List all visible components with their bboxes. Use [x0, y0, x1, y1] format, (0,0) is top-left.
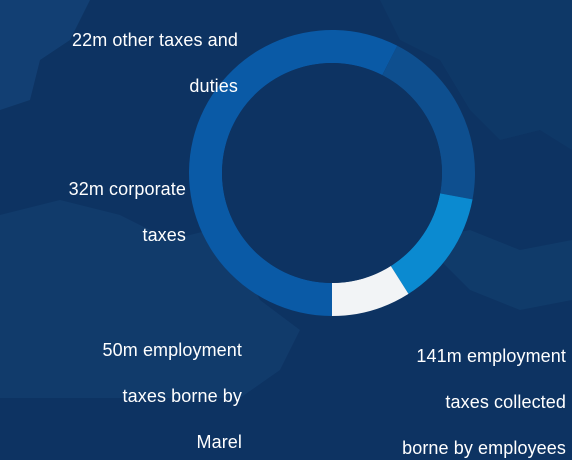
label-line: Marel [196, 432, 242, 452]
label-line: duties [189, 76, 238, 96]
label-line: 22m other taxes and [71, 30, 238, 50]
slice-label-employment-taxes-employees: 141m employment taxes collected borne by… [306, 322, 566, 460]
slice-label-other-taxes: 22m other taxes and duties [0, 6, 238, 98]
slice-employment-taxes-marel [382, 45, 475, 200]
donut-slices [189, 29, 475, 316]
label-line: taxes [142, 225, 186, 245]
label-line: 32m corporate [68, 179, 186, 199]
label-line: taxes collected [445, 392, 566, 412]
slice-employment-taxes-employees [189, 29, 398, 316]
label-line: borne by employees [402, 438, 566, 458]
label-line: 50m employment [102, 340, 242, 360]
label-line: 141m employment [416, 346, 566, 366]
label-line: taxes borne by [122, 386, 242, 406]
donut-hole [222, 63, 442, 283]
slice-corporate-taxes [390, 193, 473, 294]
slice-label-corporate-taxes: 32m corporate taxes [6, 155, 186, 247]
donut-chart [189, 29, 475, 316]
slice-other-taxes [332, 265, 409, 316]
slice-label-employment-taxes-marel: 50m employment taxes borne by Marel [22, 316, 242, 454]
